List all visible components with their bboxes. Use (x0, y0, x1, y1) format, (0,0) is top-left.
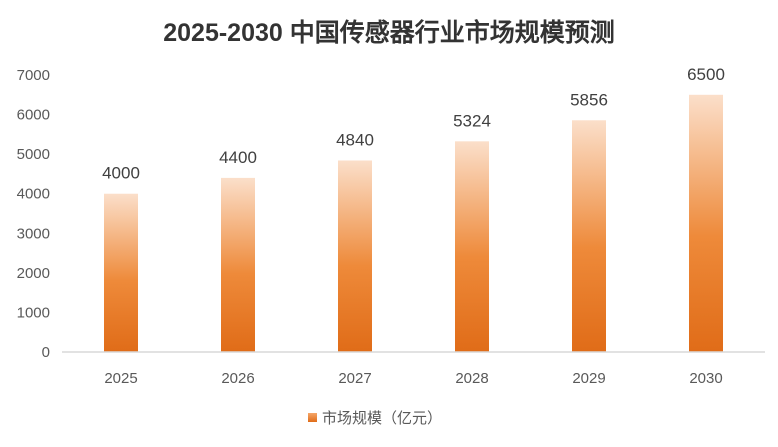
legend-label: 市场规模（亿元） (322, 410, 442, 427)
data-labels: 4000 4400 4840 5324 5856 6500 (102, 65, 725, 183)
bar-2027 (338, 160, 372, 352)
y-tick-label: 4000 (17, 186, 50, 203)
data-label: 4000 (102, 164, 140, 183)
y-tick-label: 7000 (17, 67, 50, 84)
bar-2025 (104, 193, 138, 352)
x-tick-label: 2030 (689, 370, 722, 387)
y-tick-label: 6000 (17, 107, 50, 124)
y-axis: 0 1000 2000 3000 4000 5000 6000 7000 (17, 67, 50, 361)
bar-2030 (689, 94, 723, 353)
y-tick-label: 5000 (17, 146, 50, 163)
y-tick-label: 3000 (17, 225, 50, 242)
x-tick-label: 2026 (221, 370, 254, 387)
y-tick-label: 1000 (17, 304, 50, 321)
data-label: 4400 (219, 148, 257, 167)
bar-2028 (455, 141, 489, 352)
x-tick-label: 2028 (455, 370, 488, 387)
data-label: 4840 (336, 130, 374, 149)
data-label: 6500 (687, 65, 725, 84)
bar-series (104, 94, 723, 353)
data-label: 5324 (453, 111, 491, 130)
data-label: 5856 (570, 90, 608, 109)
legend: 市场规模（亿元） (308, 410, 442, 427)
x-tick-label: 2029 (572, 370, 605, 387)
bar-2029 (572, 120, 606, 352)
y-tick-label: 2000 (17, 265, 50, 282)
legend-swatch (308, 413, 317, 422)
y-tick-label: 0 (42, 344, 50, 361)
x-tick-label: 2027 (338, 370, 371, 387)
x-tick-label: 2025 (104, 370, 137, 387)
chart-title: 2025-2030 中国传感器行业市场规模预测 (163, 18, 615, 47)
bar-2026 (221, 177, 255, 352)
x-axis: 2025 2026 2027 2028 2029 2030 (104, 370, 722, 387)
